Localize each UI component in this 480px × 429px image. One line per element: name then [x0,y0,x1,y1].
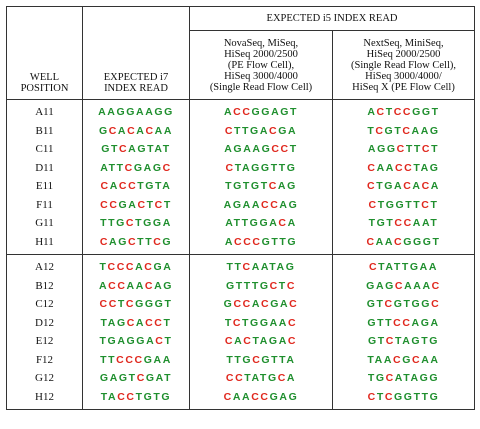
index-sequence-table-figure: WELL POSITION EXPECTED i7 INDEX READ EXPEC… [6,6,476,423]
i5-sequence-group-1-cell: CTTGACGA [189,121,333,140]
i5-sequence-group-2-cell: GAGCAAAC [331,276,476,295]
i5-sequence-group-1-cell: CTAGGTTG [189,158,333,177]
i5-index-header: EXPECTED i5 INDEX READ [188,6,476,31]
table-row: G11 TTGCTGGA ATTGGACA TGTCCAAT [6,214,476,233]
i5-sequence-group-2-cell: TCGTCAAG [331,121,476,140]
i5-sequence-group-2-cell: CTGACACA [331,177,476,196]
i7-sequence-cell: GAGTCGAT [82,369,190,388]
table-row: A12 TCCCACGA TTCAATAG CTATTGAA [6,254,476,277]
i5-sequence-group-1-cell: ATTGGACA [189,214,333,233]
table-row: B12 ACCAACAG GTTTGCTC GAGCAAAC [6,276,476,295]
table-row: F12 TTCCCGAA TTGCGTTA TAACGCAA [6,350,476,369]
well-group-column-12: A12 TCCCACGA TTCAATAG CTATTGAA B12 ACCAACAG GT… [6,254,476,410]
i5-sequence-group-2-cell: CAACGGGT [331,232,476,255]
i5-sequence-group-1-cell: CAACCGAG [189,387,333,410]
i7-sequence-cell: AAGGAAGG [82,99,190,122]
i7-sequence-cell: CACCTGTA [82,177,190,196]
index-sequence-table: WELL POSITION EXPECTED i7 INDEX READ EXPEC… [6,6,476,410]
i7-sequence-cell: TACCTGTG [82,387,190,410]
table-row: G12 GAGTCGAT CCTATGCA TGCATAGG [6,369,476,388]
i5-sequence-group-1-cell: AGAAGCCT [189,140,333,159]
i5-sequence-group-1-cell: TGTGTCAG [189,177,333,196]
table-row: F11 CCGACTCT AGAACCAG CTGGTTCT [6,195,476,214]
table-row: C11 GTCAGTAT AGAAGCCT AGGCTTCT [6,140,476,159]
table-row: H12 TACCTGTG CAACCGAG CTCGGTTG [6,387,476,410]
table-row: E11 CACCTGTA TGTGTCAG CTGACACA [6,177,476,196]
well-position-cell: E12 [6,332,83,351]
table-row: D12 TAGCACCT TCTGGAAC GTTCCAGA [6,313,476,332]
i5-sequence-group-2-cell: ACTCCGGT [331,99,476,122]
i7-sequence-cell: GCACACAA [82,121,190,140]
i5-sequence-group-1-cell: GTTTGCTC [189,276,333,295]
i7-sequence-cell: TGAGGACT [82,332,190,351]
table-row: D11 ATTCGAGC CTAGGTTG CAACCTAG [6,158,476,177]
well-position-cell: C11 [6,140,83,159]
i5-sequence-group-2-cell: GTTCCAGA [331,313,476,332]
table-header: WELL POSITION EXPECTED i7 INDEX READ EXPEC… [6,6,476,100]
i5-sequence-group-2-cell: AGGCTTCT [331,140,476,159]
well-position-cell: A11 [6,99,83,122]
i5-sequence-group-1-cell: ACCGGAGT [189,99,333,122]
i5-sequence-group-2-cell: TGCATAGG [331,369,476,388]
i5-sequence-group-1-cell: ACCCGTTG [189,232,333,255]
i5-sequence-group-2-cell: TGTCCAAT [331,214,476,233]
i5-sequence-group-2-cell: TAACGCAA [331,350,476,369]
i5-sequence-group-1-cell: TCTGGAAC [189,313,333,332]
well-position-cell: G12 [6,369,83,388]
table-row: C12 CCTCGGGT GCCACGAC GTCGTGGC [6,295,476,314]
i7-sequence-cell: CCGACTCT [82,195,190,214]
well-position-cell: C12 [6,295,83,314]
i5-sequence-group-2-cell: CTGGTTCT [331,195,476,214]
i5-sequence-group-1-cell: TTCAATAG [189,254,333,277]
i7-sequence-cell: CCTCGGGT [82,295,190,314]
i5-sequence-group-2-cell: CAACCTAG [331,158,476,177]
i7-sequence-cell: GTCAGTAT [82,140,190,159]
well-position-cell: G11 [6,214,83,233]
i7-sequence-cell: ATTCGAGC [82,158,190,177]
well-position-cell: F11 [6,195,83,214]
i5-sequence-group-1-cell: AGAACCAG [189,195,333,214]
well-position-cell: H12 [6,387,83,410]
i7-sequence-cell: TTGCTGGA [82,214,190,233]
i7-sequence-cell: TTCCCGAA [82,350,190,369]
i5-sequence-group-2-cell: CTCGGTTG [331,387,476,410]
i7-sequence-cell: ACCAACAG [82,276,190,295]
well-position-cell: A12 [6,254,83,277]
well-position-header: WELL POSITION [6,6,83,100]
i5-sequence-group-1-cell: CCTATGCA [189,369,333,388]
i5-sequence-group-1-cell: CACTAGAC [189,332,333,351]
well-position-cell: F12 [6,350,83,369]
i7-sequence-cell: TCCCACGA [82,254,190,277]
well-position-cell: B11 [6,121,83,140]
i7-sequence-cell: CAGCTTCG [82,232,190,255]
i7-index-header: EXPECTED i7 INDEX READ [82,6,190,100]
well-position-cell: D11 [6,158,83,177]
well-position-cell: H11 [6,232,83,255]
i7-sequence-cell: TAGCACCT [82,313,190,332]
i5-sequence-group-2-cell: GTCTAGTG [331,332,476,351]
i5-platform-group-2-header: NextSeq, MiniSeq, HiSeq 2000/2500 (Single … [331,30,476,100]
well-position-cell: E11 [6,177,83,196]
well-position-cell: B12 [6,276,83,295]
i5-sequence-group-1-cell: TTGCGTTA [189,350,333,369]
i5-sequence-group-2-cell: GTCGTGGC [331,295,476,314]
table-row: E12 TGAGGACT CACTAGAC GTCTAGTG [6,332,476,351]
well-position-cell: D12 [6,313,83,332]
well-group-column-11: A11 AAGGAAGG ACCGGAGT ACTCCGGT B11 GCACACAA CT… [6,99,476,255]
table-row: A11 AAGGAAGG ACCGGAGT ACTCCGGT [6,99,476,122]
i5-platform-group-1-header: NovaSeq, MiSeq, HiSeq 2000/2500 (PE Flow C… [189,30,333,100]
table-row: H11 CAGCTTCG ACCCGTTG CAACGGGT [6,232,476,255]
table-row: B11 GCACACAA CTTGACGA TCGTCAAG [6,121,476,140]
i5-sequence-group-2-cell: CTATTGAA [331,254,476,277]
i5-sequence-group-1-cell: GCCACGAC [189,295,333,314]
